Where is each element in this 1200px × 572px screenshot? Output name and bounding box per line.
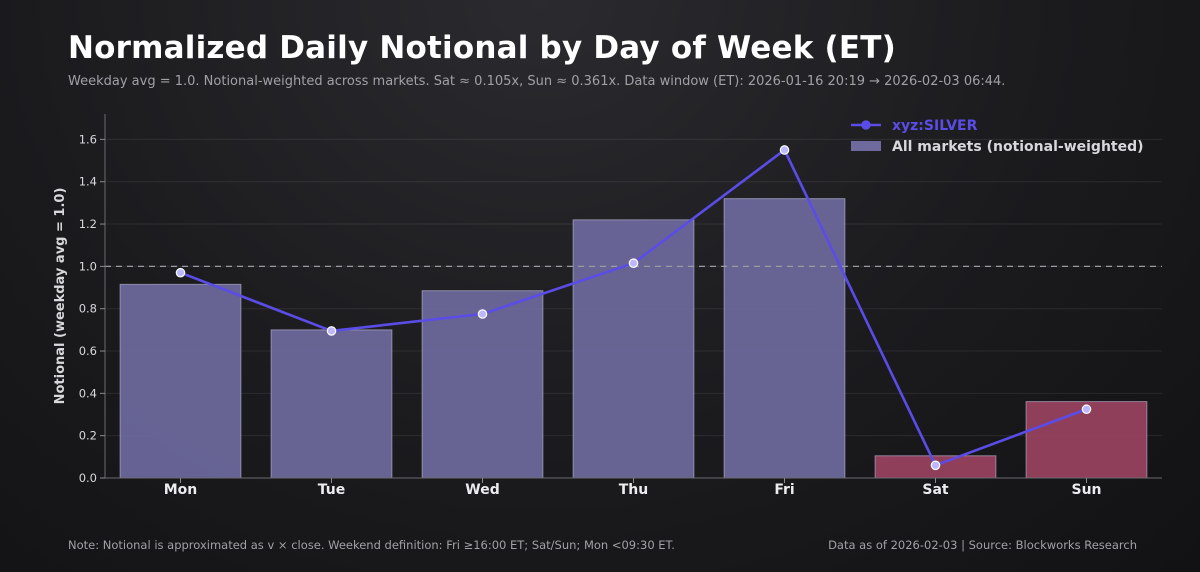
- line-point-wed: [477, 309, 488, 319]
- y-tick-label: 1.6: [79, 132, 97, 146]
- bar-thu: [572, 219, 695, 479]
- x-tick-label-fri: Fri: [774, 482, 794, 498]
- y-tick-label: 1.0: [79, 259, 97, 273]
- line-point-sun: [1081, 404, 1092, 415]
- bar-sun: [1025, 401, 1148, 479]
- x-axis-ticks: Mon Tue Wed Thu Fri Sat Sun: [164, 478, 1102, 498]
- y-tick-label: 0.6: [79, 344, 97, 358]
- y-axis-ticks: 0.0 0.2 0.4 0.6 0.8 1.0 1.2 1.4 1.6: [79, 132, 105, 485]
- bar-wed: [421, 290, 544, 479]
- footnote: Note: Notional is approximated as v × cl…: [68, 538, 675, 552]
- legend-label-bar: All markets (notional-weighted): [892, 139, 1144, 155]
- x-tick-label-sun: Sun: [1071, 482, 1101, 498]
- source-note: Data as of 2026-02-03 | Source: Blockwor…: [828, 538, 1137, 552]
- y-tick-label: 0.0: [79, 471, 97, 485]
- line-point-fri: [779, 145, 790, 155]
- bar-tue: [270, 329, 393, 479]
- y-tick-label: 1.4: [79, 175, 97, 189]
- x-tick-label-mon: Mon: [164, 482, 198, 498]
- x-tick-label-sat: Sat: [922, 482, 949, 498]
- bar-series: [119, 198, 1148, 479]
- chart-title: Normalized Daily Notional by Day of Week…: [68, 30, 897, 66]
- y-tick-label: 1.2: [79, 217, 97, 231]
- chart-subtitle: Weekday avg = 1.0. Notional-weighted acr…: [68, 74, 1006, 89]
- y-axis-label: Notional (weekday avg = 1.0): [53, 188, 68, 405]
- line-series: [175, 145, 1092, 471]
- y-tick-label: 0.4: [79, 386, 97, 400]
- legend-line-marker: [861, 120, 871, 130]
- bar-mon: [119, 283, 242, 479]
- x-tick-label-tue: Tue: [318, 482, 345, 498]
- bar-fri: [723, 198, 846, 479]
- legend-bar-swatch: [851, 141, 881, 151]
- y-tick-label: 0.2: [79, 429, 97, 443]
- y-tick-label: 0.8: [79, 302, 97, 316]
- line-point-sat: [930, 460, 941, 471]
- legend: xyz:SILVER All markets (notional-weighte…: [851, 118, 1144, 155]
- line-point-thu: [628, 258, 639, 268]
- legend-label-line: xyz:SILVER: [892, 118, 978, 134]
- line-point-tue: [326, 326, 337, 336]
- x-tick-label-wed: Wed: [465, 482, 499, 498]
- x-tick-label-thu: Thu: [619, 482, 648, 498]
- line-point-mon: [175, 267, 186, 278]
